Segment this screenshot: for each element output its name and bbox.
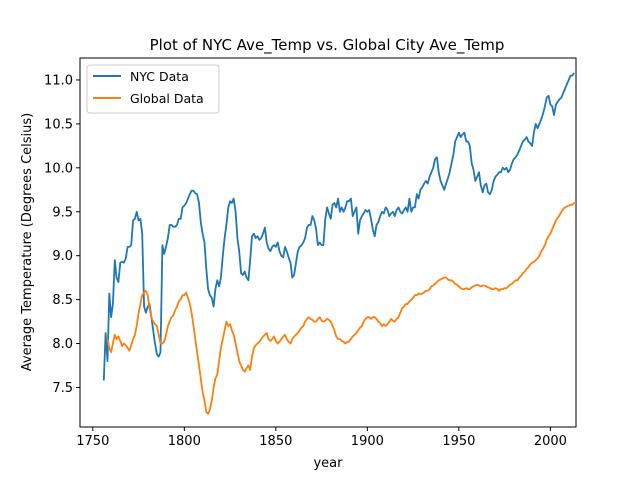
y-tick-label: 10.0 xyxy=(44,161,73,176)
x-axis-label: year xyxy=(313,456,343,471)
chart-title: Plot of NYC Ave_Temp vs. Global City Ave… xyxy=(150,36,505,55)
legend: NYC Data Global Data xyxy=(86,64,220,114)
x-tick-label: 2000 xyxy=(534,434,567,449)
x-tick-label: 1850 xyxy=(259,434,292,449)
x-tick-label: 1750 xyxy=(76,434,109,449)
y-tick-label: 7.5 xyxy=(52,381,73,396)
x-tick-label: 1900 xyxy=(351,434,384,449)
legend-label-nyc: NYC Data xyxy=(130,69,189,84)
y-axis: 7.5 8.0 8.5 9.0 9.5 10.0 10.5 11.0 xyxy=(44,73,80,396)
y-axis-label: Average Temperature (Degrees Celsius) xyxy=(20,113,35,371)
y-tick-label: 9.0 xyxy=(52,249,73,264)
series-line-global xyxy=(106,202,576,415)
y-tick-label: 11.0 xyxy=(44,73,73,88)
y-tick-label: 10.5 xyxy=(44,117,73,132)
plot-area: 1750 1800 1850 1900 1950 2000 7.5 8.0 8.5 9.0 9.5… xyxy=(44,57,577,449)
y-tick-label: 8.5 xyxy=(52,293,73,308)
x-tick-label: 1950 xyxy=(442,434,475,449)
y-tick-label: 9.5 xyxy=(52,205,73,220)
legend-label-global: Global Data xyxy=(130,91,204,106)
series-lines xyxy=(102,72,576,415)
series-line-nyc xyxy=(102,72,575,381)
x-axis: 1750 1800 1850 1900 1950 2000 xyxy=(76,427,567,449)
x-tick-label: 1800 xyxy=(168,434,201,449)
y-tick-label: 8.0 xyxy=(52,337,73,352)
axes-frame xyxy=(79,57,577,428)
